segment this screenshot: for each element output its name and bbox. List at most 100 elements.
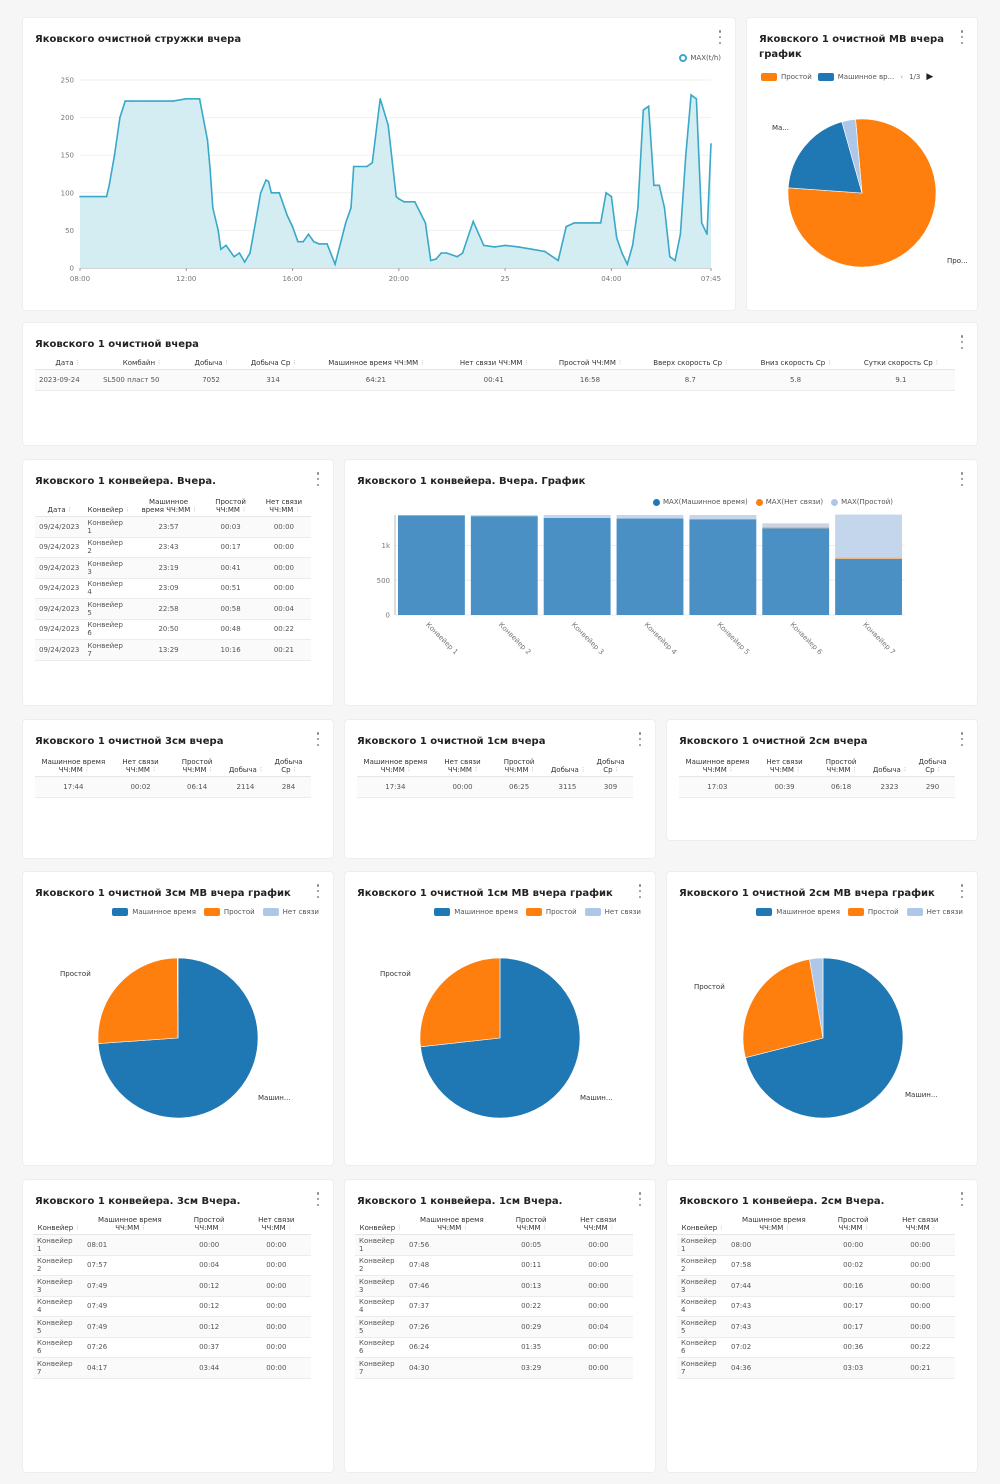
sort-icon[interactable]: ⁝ <box>610 1224 613 1232</box>
column-header[interactable]: Машинное время ЧЧ:ММ ⁝ <box>83 1214 177 1235</box>
sort-icon[interactable]: ⁝ <box>525 359 528 367</box>
column-header[interactable]: Простой ЧЧ:ММ ⁝ <box>820 1214 886 1235</box>
column-header[interactable]: Нет связи ЧЧ:ММ ⁝ <box>885 1214 955 1235</box>
sort-icon[interactable]: ⁝ <box>293 766 296 774</box>
sort-icon[interactable]: ⁝ <box>76 1224 79 1232</box>
sort-icon[interactable]: ⁝ <box>242 506 246 514</box>
column-header[interactable]: Машинное время ЧЧ:ММ ⁝ <box>727 1214 821 1235</box>
column-header[interactable]: Сутки скорость Ср ⁝ <box>846 357 955 370</box>
sort-icon[interactable]: ⁝ <box>209 766 212 774</box>
column-header[interactable]: Добыча Ср ⁝ <box>266 756 311 777</box>
sort-icon[interactable]: ⁝ <box>865 1224 868 1232</box>
column-header[interactable]: Простой ЧЧ:ММ ⁝ <box>176 1214 242 1235</box>
sort-icon[interactable]: ⁝ <box>225 359 228 367</box>
legend-item[interactable]: Машинное время <box>434 908 518 916</box>
sort-icon[interactable]: ⁝ <box>531 766 534 774</box>
sort-icon[interactable]: ⁝ <box>293 359 296 367</box>
sort-icon[interactable]: ⁝ <box>729 766 732 774</box>
sort-icon[interactable]: ⁝ <box>288 1224 291 1232</box>
legend-item[interactable]: Нет связи <box>262 908 319 916</box>
sort-icon[interactable]: ⁝ <box>126 506 129 514</box>
column-header[interactable]: Нет связи ЧЧ:ММ ⁝ <box>443 357 544 370</box>
column-header[interactable]: Добыча ⁝ <box>183 357 239 370</box>
sort-icon[interactable]: ⁝ <box>142 1224 145 1232</box>
column-header[interactable]: Простой ЧЧ:ММ ⁝ <box>813 756 869 777</box>
kebab-menu-icon[interactable] <box>315 1192 321 1206</box>
column-header[interactable]: Добыча ⁝ <box>868 756 911 777</box>
sort-icon[interactable]: ⁝ <box>152 766 156 774</box>
column-header[interactable]: Конвейер ⁝ <box>355 1214 405 1235</box>
legend-item[interactable]: Простой <box>203 908 255 916</box>
sort-icon[interactable]: ⁝ <box>76 359 79 367</box>
column-header[interactable]: Добыча ⁝ <box>224 756 267 777</box>
column-header[interactable]: Нет связи ЧЧ:ММ ⁝ <box>563 1214 633 1235</box>
kebab-menu-icon[interactable] <box>637 884 643 898</box>
column-header[interactable]: Простой ЧЧ:ММ ⁝ <box>498 1214 564 1235</box>
column-header[interactable]: Простой ЧЧ:ММ ⁝ <box>543 357 637 370</box>
legend-prev-icon[interactable]: ‹ <box>900 73 904 81</box>
column-header[interactable]: Вверх скорость Ср ⁝ <box>636 357 745 370</box>
sort-icon[interactable]: ⁝ <box>618 359 622 367</box>
sort-icon[interactable]: ⁝ <box>937 766 940 774</box>
column-header[interactable]: Нет связи ЧЧ:ММ ⁝ <box>433 756 492 777</box>
kebab-menu-icon[interactable] <box>717 30 723 44</box>
legend-item[interactable]: Машинное вр... <box>817 73 894 81</box>
kebab-menu-icon[interactable] <box>637 1192 643 1206</box>
sort-icon[interactable]: ⁝ <box>421 359 424 367</box>
column-header[interactable]: Добыча Ср ⁝ <box>910 756 955 777</box>
column-header[interactable]: Простой ЧЧ:ММ ⁝ <box>204 496 257 517</box>
legend-item[interactable]: MAX(Машинное время) <box>653 498 748 506</box>
legend-item[interactable]: Простой <box>761 73 812 81</box>
kebab-menu-icon[interactable] <box>959 1192 965 1206</box>
kebab-menu-icon[interactable] <box>959 335 965 349</box>
column-header[interactable]: Дата ⁝ <box>35 496 84 517</box>
line-chart-legend[interactable]: MAX(t/h) <box>679 54 721 62</box>
kebab-menu-icon[interactable] <box>959 472 965 486</box>
legend-item[interactable]: Машинное время <box>112 908 196 916</box>
column-header[interactable]: Машинное время ЧЧ:ММ ⁝ <box>35 756 112 777</box>
column-header[interactable]: Нет связи ЧЧ:ММ ⁝ <box>111 756 170 777</box>
column-header[interactable]: Машинное время ЧЧ:ММ ⁝ <box>357 756 434 777</box>
column-header[interactable]: Нет связи ЧЧ:ММ ⁝ <box>241 1214 311 1235</box>
sort-icon[interactable]: ⁝ <box>581 766 585 774</box>
sort-icon[interactable]: ⁝ <box>786 1224 789 1232</box>
sort-icon[interactable]: ⁝ <box>407 766 410 774</box>
sort-icon[interactable]: ⁝ <box>158 359 161 367</box>
column-header[interactable]: Конвейер ⁝ <box>33 1214 83 1235</box>
kebab-menu-icon[interactable] <box>637 732 643 746</box>
sort-icon[interactable]: ⁝ <box>828 359 831 367</box>
legend-item[interactable]: Машинное время <box>756 908 840 916</box>
kebab-menu-icon[interactable] <box>959 732 965 746</box>
sort-icon[interactable]: ⁝ <box>398 1224 401 1232</box>
column-header[interactable]: Добыча Ср ⁝ <box>238 357 308 370</box>
sort-icon[interactable]: ⁝ <box>725 359 728 367</box>
sort-icon[interactable]: ⁝ <box>796 766 800 774</box>
sort-icon[interactable]: ⁝ <box>474 766 478 774</box>
sort-icon[interactable]: ⁝ <box>932 1224 935 1232</box>
kebab-menu-icon[interactable] <box>315 884 321 898</box>
sort-icon[interactable]: ⁝ <box>935 359 938 367</box>
sort-icon[interactable]: ⁝ <box>903 766 907 774</box>
sort-icon[interactable]: ⁝ <box>464 1224 467 1232</box>
sort-icon[interactable]: ⁝ <box>615 766 618 774</box>
column-header[interactable]: Добыча Ср ⁝ <box>588 756 633 777</box>
column-header[interactable]: Простой ЧЧ:ММ ⁝ <box>169 756 225 777</box>
column-header[interactable]: Комбайн ⁝ <box>99 357 184 370</box>
column-header[interactable]: Дата ⁝ <box>35 357 100 370</box>
column-header[interactable]: Конвейер ⁝ <box>83 496 133 517</box>
sort-icon[interactable]: ⁝ <box>259 766 263 774</box>
sort-icon[interactable]: ⁝ <box>853 766 856 774</box>
legend-item[interactable]: Простой <box>525 908 577 916</box>
column-header[interactable]: Нет связи ЧЧ:ММ ⁝ <box>755 756 814 777</box>
legend-item[interactable]: MAX(Нет связи) <box>755 498 823 506</box>
sort-icon[interactable]: ⁝ <box>193 506 196 514</box>
kebab-menu-icon[interactable] <box>959 30 965 44</box>
sort-icon[interactable]: ⁝ <box>543 1224 546 1232</box>
legend-item[interactable]: Нет связи <box>584 908 641 916</box>
legend-item[interactable]: MAX(Простой) <box>831 498 893 506</box>
column-header[interactable]: Машинное время ЧЧ:ММ ⁝ <box>405 1214 499 1235</box>
column-header[interactable]: Добыча ⁝ <box>546 756 589 777</box>
column-header[interactable]: Конвейер ⁝ <box>677 1214 727 1235</box>
column-header[interactable]: Машинное время ЧЧ:ММ ⁝ <box>132 496 205 517</box>
sort-icon[interactable]: ⁝ <box>85 766 88 774</box>
